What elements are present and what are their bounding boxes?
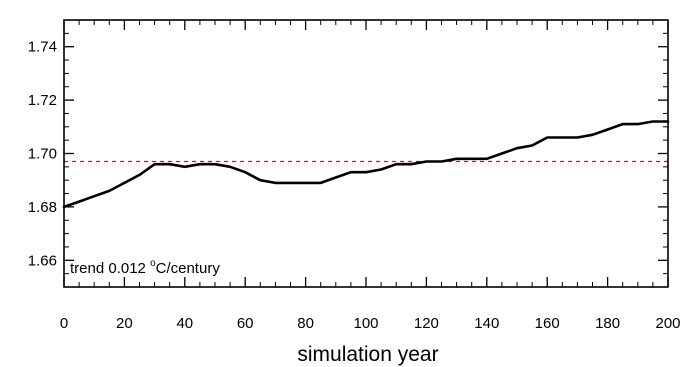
y-tick-label: 1.70	[28, 146, 57, 163]
series-layer	[62, 120, 670, 209]
x-tick-label: 40	[176, 315, 193, 332]
y-tick-label: 1.72	[28, 92, 57, 109]
series-line-1	[62, 120, 670, 209]
x-tick-label: 60	[237, 315, 254, 332]
x-tick-label: 180	[595, 315, 620, 332]
x-axis-title: simulation year	[297, 343, 438, 366]
plot-frame	[63, 19, 669, 288]
y-tick-label: 1.74	[28, 39, 57, 56]
x-tick-label: 200	[655, 315, 680, 332]
x-tick-label: 80	[297, 315, 314, 332]
y-tick-label: 1.66	[28, 252, 57, 269]
trend-annotation-suffix: C/century	[156, 260, 221, 277]
y-tick-label: 1.68	[28, 199, 57, 216]
x-tick-label: 20	[116, 315, 133, 332]
x-tick-label: 0	[60, 315, 68, 332]
x-tick-label: 120	[414, 315, 439, 332]
trend-annotation-degree: o	[150, 258, 156, 269]
x-tick-label: 140	[474, 315, 499, 332]
trend-annotation: trend 0.012 oC/century	[70, 258, 220, 277]
x-tick-label: 160	[535, 315, 560, 332]
x-tick-label: 100	[353, 315, 378, 332]
trend-annotation-prefix: trend 0.012	[70, 260, 150, 277]
ticks-layer	[63, 19, 669, 288]
tick-labels-layer: 0 20 40 60 80 100 120 140 160 180 200 1.66 1.68 1.70 1…	[28, 39, 681, 332]
